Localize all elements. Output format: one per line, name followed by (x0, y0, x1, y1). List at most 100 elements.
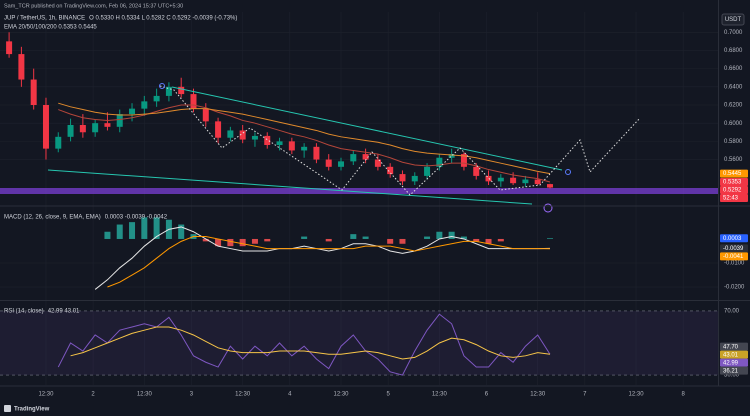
price-marker (720, 350, 748, 359)
price-marker (720, 366, 748, 375)
price-marker-label: 0.0003 (723, 236, 742, 242)
histogram-bar (153, 217, 160, 239)
candle-body (288, 141, 295, 151)
candle-body (448, 154, 455, 158)
price-marker (720, 244, 748, 253)
price-marker-label: -0.0039 (723, 246, 744, 252)
candle-body (313, 146, 320, 160)
panel-title: MACD (12, 26, close, 9, EMA, EMA) (4, 215, 101, 221)
indicator-line (94, 226, 550, 290)
x-tick-label: 12:30 (530, 392, 546, 398)
histogram-bar (460, 236, 467, 239)
histogram-bar (436, 231, 443, 239)
candle-body (55, 136, 62, 149)
x-tick-label: 4 (288, 392, 292, 398)
candle-body (116, 114, 123, 127)
y-tick-label: 0.6000 (724, 121, 743, 127)
publisher: Sam_TCR published on TradingView.com, Fe… (4, 3, 183, 9)
candle-body (362, 154, 369, 160)
y-tick-label: 0.6800 (724, 48, 743, 54)
candle-body (178, 86, 185, 95)
price-marker (720, 169, 748, 178)
price-marker-label: 0.5353 (723, 180, 742, 186)
y-tick-label: -0.0200 (724, 285, 745, 291)
price-marker (720, 178, 748, 186)
histogram-bar (387, 238, 394, 244)
candle-body (67, 125, 74, 137)
histogram-bar (178, 224, 185, 239)
histogram-bar (227, 238, 234, 247)
price-marker-label: 0.5445 (723, 171, 742, 177)
indicator-line (58, 104, 551, 183)
histogram-bar (546, 238, 553, 239)
candle-body (153, 95, 160, 102)
candle-body (301, 146, 308, 151)
histogram-bar (399, 238, 406, 244)
y-tick-label: 0.6600 (724, 66, 743, 72)
histogram-bar (325, 238, 332, 242)
x-tick-label: 8 (681, 392, 685, 398)
price-marker (720, 358, 748, 367)
histogram-bar (473, 238, 480, 242)
labels: JUP / TetherUS, 1h, BINANCE O 0.5330 H 0.… (4, 13, 748, 398)
candle-body (497, 177, 504, 182)
x-tick-label: 12:30 (235, 392, 251, 398)
event-icon (543, 203, 553, 213)
histogram-bar (350, 234, 357, 239)
candle-body (534, 179, 541, 185)
candle-body (239, 130, 246, 140)
candle-body (350, 154, 357, 162)
candle-body (485, 175, 492, 182)
panel-values: 42.99 43.01 (48, 309, 80, 315)
histogram-bar (239, 238, 246, 247)
candle-body (473, 166, 480, 176)
unit-box (721, 13, 745, 26)
y-unit: USDT (725, 17, 742, 23)
trend-line (171, 86, 563, 171)
x-tick-label: 5 (386, 392, 390, 398)
indicator-line (70, 326, 551, 360)
y-tick-label: 0.5800 (724, 139, 743, 145)
trend-line (47, 169, 533, 205)
candle-body (338, 161, 345, 167)
x-tick-label: 12:30 (334, 392, 350, 398)
x-tick-label: 12:30 (432, 392, 448, 398)
histogram-bar (362, 236, 369, 239)
price-marker (720, 342, 748, 351)
histogram-bar (448, 231, 455, 239)
price-marker-label: -0.0041 (723, 254, 744, 260)
candle-body (546, 184, 553, 188)
histogram-bar (424, 236, 431, 239)
price-marker-label: 42.99 (723, 360, 739, 366)
brand: TradingView (14, 407, 50, 413)
candle-body (276, 141, 283, 145)
candle-body (202, 108, 209, 122)
x-tick-label: 12:30 (629, 392, 645, 398)
candle-body (92, 123, 99, 133)
price-marker-label: 47.70 (723, 344, 739, 350)
histogram-bar (485, 238, 492, 244)
price-marker-label: 0.5292 (723, 188, 742, 194)
candle-body (374, 159, 381, 167)
x-tick-label: 2 (91, 392, 95, 398)
candle-body (141, 101, 148, 109)
anchor-point (565, 169, 571, 175)
price-marker (720, 252, 748, 261)
candle-body (325, 159, 332, 167)
y-tick-label: 0.6400 (724, 84, 743, 90)
candle-body (522, 179, 529, 184)
histogram-bar (497, 238, 504, 242)
indicator-line (107, 236, 550, 288)
x-tick-label: 12:30 (38, 392, 54, 398)
panel-title: JUP / TetherUS, 1h, BINANCE (4, 16, 85, 22)
candle-body (79, 125, 86, 133)
candle-body (387, 166, 394, 175)
candle-body (104, 123, 111, 127)
histogram-bar (129, 222, 136, 239)
y-tick-label: -0.0100 (724, 261, 745, 267)
candle-body (460, 154, 467, 167)
price-marker-label: 36.21 (723, 368, 739, 374)
